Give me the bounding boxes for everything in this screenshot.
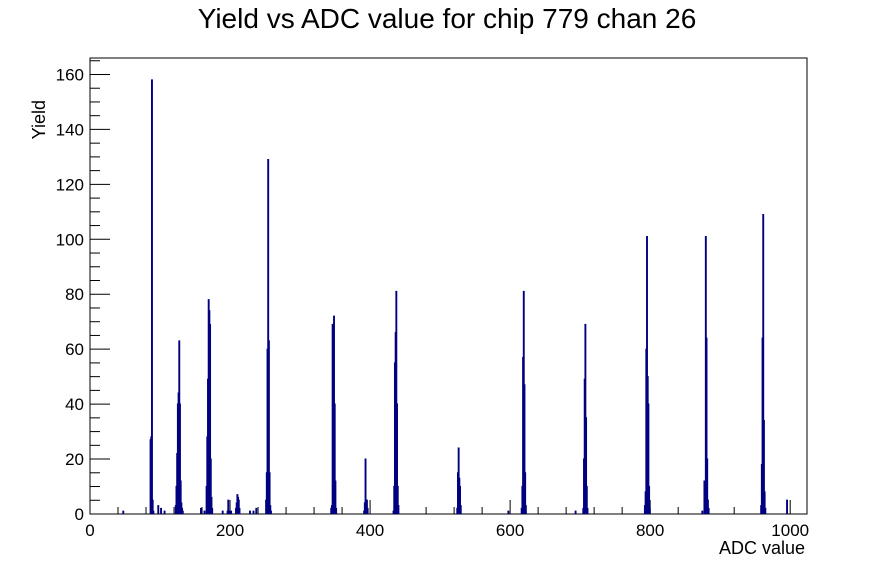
histogram-bin [396, 485, 399, 514]
y-tick-label: 140 [56, 120, 84, 139]
histogram-bin [151, 499, 154, 514]
x-tick-label: 0 [85, 521, 94, 540]
histogram-bin [152, 510, 155, 514]
histogram-bin [705, 337, 708, 514]
x-axis-label: ADC value [719, 538, 805, 558]
histogram-bin [585, 417, 588, 514]
histogram-bin [524, 505, 527, 514]
histogram-bin [237, 499, 240, 514]
x-tick-label: 400 [356, 521, 384, 540]
histogram-bin [647, 403, 650, 514]
x-tick-label: 800 [636, 521, 664, 540]
plot-border [89, 57, 808, 515]
histogram-bin [230, 510, 233, 514]
histogram-bin [209, 323, 212, 514]
histogram-bin [574, 510, 577, 514]
y-tick-label: 100 [56, 230, 84, 249]
x-tick-label: 200 [216, 521, 244, 540]
histogram-bin [334, 480, 337, 514]
y-tick-label: 120 [56, 175, 84, 194]
y-tick-label: 160 [56, 65, 84, 84]
histogram-bin [179, 403, 181, 514]
histogram-bin [252, 510, 255, 514]
x-tick-label: 600 [496, 521, 524, 540]
histogram-bin [210, 496, 213, 514]
histogram-bin [762, 420, 765, 514]
histogram-bin [395, 290, 398, 514]
histogram-bin [397, 505, 400, 514]
histogram-bin [707, 507, 710, 514]
histogram-bin [365, 499, 368, 514]
histogram-bin [249, 510, 251, 514]
histogram-bin [648, 507, 651, 514]
y-tick-label: 60 [65, 340, 84, 359]
histogram-bin [269, 505, 272, 514]
histogram-bin [268, 472, 271, 514]
histogram-bin [524, 472, 527, 514]
histogram-bin [267, 340, 270, 514]
histogram-bin [763, 491, 766, 514]
histogram-bin [459, 505, 462, 514]
histogram-bin [181, 510, 184, 514]
histogram-bin [203, 510, 206, 514]
histogram-bin [396, 403, 398, 514]
histogram-bin [221, 510, 224, 514]
histogram-bin [151, 79, 153, 514]
y-tick-label: 40 [65, 395, 84, 414]
histogram-bin [701, 510, 704, 514]
histogram-bin [270, 510, 272, 514]
chart-title: Yield vs ADC value for chip 779 chan 26 [198, 3, 697, 34]
histogram-bin [459, 485, 461, 514]
histogram-bin [179, 480, 182, 514]
histogram-bin [211, 507, 214, 514]
plot-frame [89, 57, 808, 515]
histogram-bin [160, 507, 163, 514]
histogram-bin [163, 510, 166, 514]
histogram-bin [122, 510, 125, 514]
histogram-bin [706, 458, 709, 514]
histogram-bin [507, 510, 510, 514]
x-tick-label: 1000 [771, 521, 809, 540]
histogram-bin [523, 384, 526, 514]
histogram-bin [706, 499, 709, 514]
histogram-bin [157, 505, 160, 514]
y-tick-label: 80 [65, 285, 84, 304]
histogram-bin [255, 507, 258, 514]
y-tick-label: 20 [65, 450, 84, 469]
histogram-bin [238, 507, 241, 514]
histogram-bins [122, 79, 788, 514]
histogram-bin [762, 213, 765, 514]
histogram-bin [209, 458, 212, 514]
histogram-bin [227, 499, 230, 514]
y-axis-label: Yield [29, 100, 49, 139]
histogram-bin [786, 499, 788, 514]
histogram-bin [648, 485, 651, 514]
histogram-bin [764, 507, 767, 514]
histogram-bin [586, 507, 589, 514]
histogram-bin [267, 159, 270, 514]
histogram-bin [364, 458, 367, 514]
histogram-bin [366, 507, 369, 514]
y-tick-label: 0 [75, 505, 84, 524]
histogram-bin [335, 507, 338, 514]
histogram-bin [200, 507, 202, 514]
y-axis-ticks: 0 20 40 60 80 100 120 140 160 [56, 60, 110, 524]
histogram-bin [228, 510, 231, 514]
histogram-bin [646, 235, 648, 514]
histogram-bin [585, 485, 588, 514]
histogram-bin [333, 403, 336, 514]
x-axis-ticks: 0 200 400 600 800 1000 [85, 500, 809, 540]
